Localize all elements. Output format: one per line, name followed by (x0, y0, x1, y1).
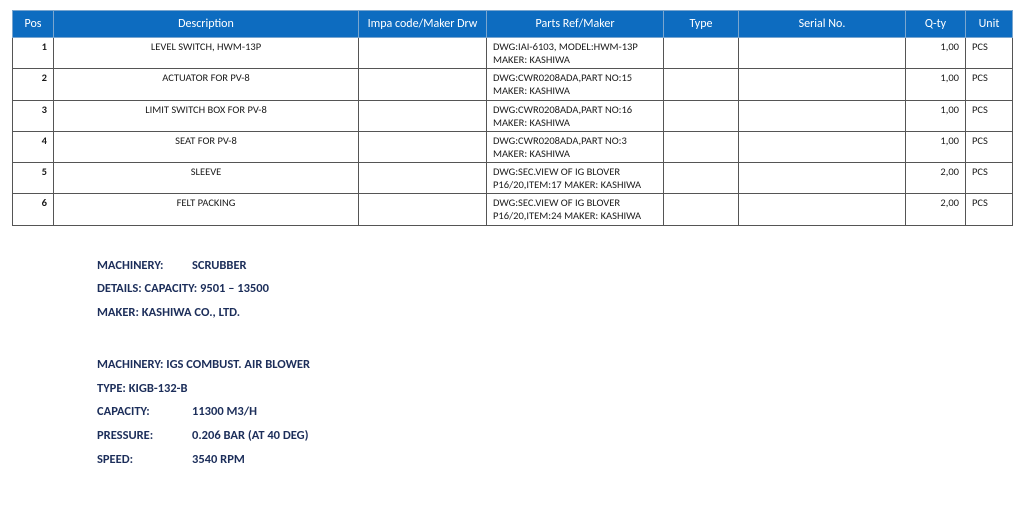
col-header-qty: Q-ty (906, 11, 966, 38)
pressure-line: PRESSURE: 0.206 BAR (AT 40 DEG) (97, 424, 1012, 448)
cell-parts: DWG:CWR0208ADA,PART NO:3 MAKER: KASHIWA (487, 131, 664, 162)
cell-parts: DWG:CWR0208ADA,PART NO:15 MAKER: KASHIWA (487, 69, 664, 100)
col-header-parts: Parts Ref/Maker (487, 11, 664, 38)
cell-pos: 2 (13, 69, 54, 100)
cell-unit: PCS (966, 69, 1013, 100)
cell-type (664, 38, 739, 69)
cell-unit: PCS (966, 194, 1013, 225)
cell-serial (739, 38, 906, 69)
cell-impa (359, 131, 487, 162)
cell-desc: ACTUATOR FOR PV-8 (54, 69, 359, 100)
col-header-desc: Description (54, 11, 359, 38)
cell-qty: 1,00 (906, 69, 966, 100)
cell-parts: DWG:SEC.VIEW OF IG BLOVER P16/20,ITEM:17… (487, 163, 664, 194)
cell-type (664, 69, 739, 100)
cell-qty: 2,00 (906, 194, 966, 225)
parts-table: PosDescriptionImpa code/Maker DrwParts R… (12, 10, 1013, 226)
cell-qty: 2,00 (906, 163, 966, 194)
cell-unit: PCS (966, 100, 1013, 131)
type-line: TYPE: KIGB-132-B (97, 377, 1012, 401)
cell-impa (359, 194, 487, 225)
cell-unit: PCS (966, 163, 1013, 194)
cell-impa (359, 163, 487, 194)
cell-desc: LIMIT SWITCH BOX FOR PV-8 (54, 100, 359, 131)
pressure-label: PRESSURE: (97, 424, 192, 448)
cell-serial (739, 194, 906, 225)
table-row: 5SLEEVE DWG:SEC.VIEW OF IG BLOVER P16/20,… (13, 163, 1013, 194)
cell-serial (739, 163, 906, 194)
col-header-serial: Serial No. (739, 11, 906, 38)
table-row: 3LIMIT SWITCH BOX FOR PV-8 DWG:CWR0208ADA… (13, 100, 1013, 131)
cell-parts: DWG:SEC.VIEW OF IG BLOVER P16/20,ITEM:24… (487, 194, 664, 225)
cell-qty: 1,00 (906, 100, 966, 131)
cell-pos: 3 (13, 100, 54, 131)
cell-serial (739, 100, 906, 131)
table-row: 6FELT PACKING DWG:SEC.VIEW OF IG BLOVER P… (13, 194, 1013, 225)
details-line: DETAILS: CAPACITY: 9501 – 13500 (97, 277, 1012, 301)
cell-desc: LEVEL SWITCH, HWM-13P (54, 38, 359, 69)
cell-type (664, 163, 739, 194)
info-block: MACHINERY: SCRUBBER DETAILS: CAPACITY: 9… (97, 254, 1012, 472)
speed-line: SPEED: 3540 RPM (97, 448, 1012, 472)
cell-type (664, 194, 739, 225)
col-header-pos: Pos (13, 11, 54, 38)
cell-desc: SLEEVE (54, 163, 359, 194)
cell-unit: PCS (966, 131, 1013, 162)
cell-pos: 1 (13, 38, 54, 69)
cell-pos: 6 (13, 194, 54, 225)
col-header-type: Type (664, 11, 739, 38)
cell-desc: SEAT FOR PV-8 (54, 131, 359, 162)
cell-qty: 1,00 (906, 38, 966, 69)
cell-qty: 1,00 (906, 131, 966, 162)
speed-label: SPEED: (97, 448, 192, 472)
speed-value: 3540 RPM (192, 448, 245, 472)
table-row: 4SEAT FOR PV-8 DWG:CWR0208ADA,PART NO:3 M… (13, 131, 1013, 162)
capacity-line: CAPACITY: 11300 M3/H (97, 400, 1012, 424)
cell-impa (359, 38, 487, 69)
col-header-impa: Impa code/Maker Drw (359, 11, 487, 38)
maker-line: MAKER: KASHIWA CO., LTD. (97, 301, 1012, 325)
machinery-value: SCRUBBER (192, 254, 247, 278)
table-header-row: PosDescriptionImpa code/Maker DrwParts R… (13, 11, 1013, 38)
cell-impa (359, 69, 487, 100)
cell-pos: 4 (13, 131, 54, 162)
cell-serial (739, 131, 906, 162)
table-row: 2ACTUATOR FOR PV-8 DWG:CWR0208ADA,PART NO… (13, 69, 1013, 100)
machinery-line: MACHINERY: SCRUBBER (97, 254, 1012, 278)
pressure-value: 0.206 BAR (AT 40 DEG) (192, 424, 309, 448)
cell-pos: 5 (13, 163, 54, 194)
col-header-unit: Unit (966, 11, 1013, 38)
cell-desc: FELT PACKING (54, 194, 359, 225)
cell-parts: DWG:IAI-6103, MODEL:HWM-13P MAKER: KASHI… (487, 38, 664, 69)
capacity-label: CAPACITY: (97, 400, 192, 424)
machinery2-line: MACHINERY: IGS COMBUST. AIR BLOWER (97, 353, 1012, 377)
table-row: 1LEVEL SWITCH, HWM-13P DWG:IAI-6103, MODE… (13, 38, 1013, 69)
machinery-label: MACHINERY: (97, 254, 192, 278)
cell-unit: PCS (966, 38, 1013, 69)
capacity-value: 11300 M3/H (192, 400, 257, 424)
cell-serial (739, 69, 906, 100)
cell-impa (359, 100, 487, 131)
cell-parts: DWG:CWR0208ADA,PART NO:16 MAKER: KASHIWA (487, 100, 664, 131)
cell-type (664, 100, 739, 131)
cell-type (664, 131, 739, 162)
